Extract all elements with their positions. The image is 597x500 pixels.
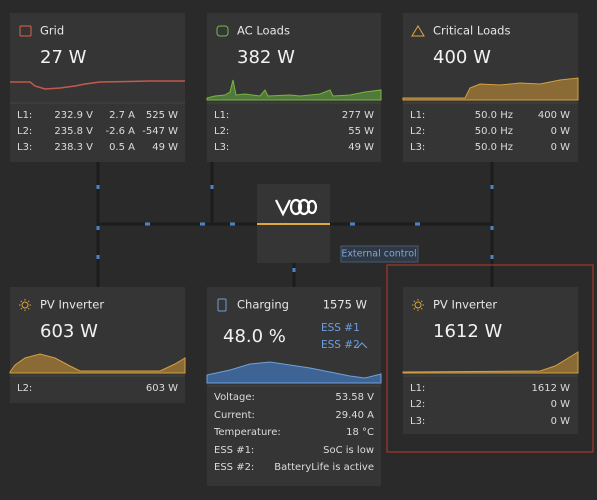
card-bg [10,13,185,162]
row-cell: 49 W [152,142,178,153]
card-value: 603 W [40,321,98,342]
icon [20,307,23,310]
card-title: Critical Loads [433,24,510,38]
row-cell: 50.0 Hz [475,142,513,153]
card: PV Inverter 1612 W L1: 1612 W L2: 0 W L3: 0 W [403,287,578,434]
icon [413,300,416,303]
row-cell: Current: [214,410,255,421]
icon [27,300,30,303]
row-cell: 0 W [551,126,571,137]
row-cell: SoC is low [323,445,374,456]
row-cell: 18 °C [346,427,374,438]
card-title: Grid [40,24,64,38]
row-cell: 50.0 Hz [475,110,513,121]
icon [414,301,422,309]
row-cell: -2.6 A [105,126,135,137]
control-label: External control [341,249,416,260]
row-cell: 0 W [551,416,571,427]
row-cell: 235.8 V [54,126,93,137]
row-cell: 0.5 A [109,142,135,153]
icon [420,300,423,303]
inverter-box: External control [257,184,419,263]
row-cell: 53.58 V [335,392,374,403]
row-cell: L1: [410,110,425,121]
icon [21,301,29,309]
row-cell: ESS #2: [214,462,254,473]
card-value: 1612 W [433,321,503,342]
row-cell: 29.40 A [335,410,374,421]
row-cell: 2.7 A [109,110,135,121]
row-cell: -547 W [142,126,178,137]
card-title: AC Loads [237,24,290,38]
caret [356,342,368,349]
row-cell: 0 W [551,142,571,153]
row-cell: 400 W [538,110,570,121]
row-cell: 525 W [146,110,178,121]
graphs [9,77,579,384]
icon [20,300,23,303]
row-cell: 232.9 V [54,110,93,121]
row-cell: L3: [410,416,425,427]
icon [420,307,423,310]
row-cell: L2: [214,126,229,137]
row-cell: ESS #1: [214,445,254,456]
row-cell: 238.3 V [54,142,93,153]
ess-link[interactable]: ESS #1 [321,322,360,334]
ess-link[interactable]: ESS #2 [321,339,360,351]
highlight [386,264,594,453]
icon [27,307,30,310]
icon [216,25,229,37]
row-cell: L1: [214,110,229,121]
icon [19,25,32,37]
row-cell: L3: [410,142,425,153]
row-cell: L2: [410,126,425,137]
icon [217,298,227,312]
row-cell: 277 W [342,110,374,121]
row-cell: L2: [17,126,32,137]
card-value: 382 W [237,47,295,68]
card: AC Loads 382 W L1: 277 W L2: 55 W L3: 49 W [207,13,381,162]
row-cell: 0 W [551,399,571,410]
row-cell: 55 W [348,126,374,137]
row-cell: 49 W [348,142,374,153]
card-title: Charging [237,298,289,312]
icon [413,307,416,310]
row-cell: 1612 W [531,383,570,394]
row-cell: Temperature: [213,427,281,438]
row-cell: L3: [214,142,229,153]
card-bg [403,287,578,434]
row-cell: L2: [410,399,425,410]
card-value: 27 W [40,47,87,68]
row-cell: L3: [17,142,32,153]
card: Charging 1575 W 48.0 % ESS #1 ESS #2 Voltage:… [207,287,381,486]
card-title: PV Inverter [433,298,497,312]
row-cell: 50.0 Hz [475,126,513,137]
card-value: 400 W [433,47,491,68]
icon [411,25,425,37]
row-cell: L1: [410,383,425,394]
row-cell: L1: [17,110,32,121]
row-cell: Voltage: [214,392,255,403]
row-cell: 603 W [146,383,178,394]
card-value: 48.0 % [223,326,286,347]
card-title: PV Inverter [40,298,104,312]
row-cell: BatteryLife is active [274,462,374,473]
card: Grid 27 W L1: 232.9 V 2.7 A 525 W L2: 235.8 V -2… [10,13,185,162]
row-cell: L2: [17,383,32,394]
card-bg [10,287,185,403]
card-bg [207,13,381,162]
card-power: 1575 W [323,298,367,312]
card: PV Inverter 603 W L2: 603 W [10,287,185,403]
cards: Grid 27 W L1: 232.9 V 2.7 A 525 W L2: 235.8 V -2… [10,13,578,486]
